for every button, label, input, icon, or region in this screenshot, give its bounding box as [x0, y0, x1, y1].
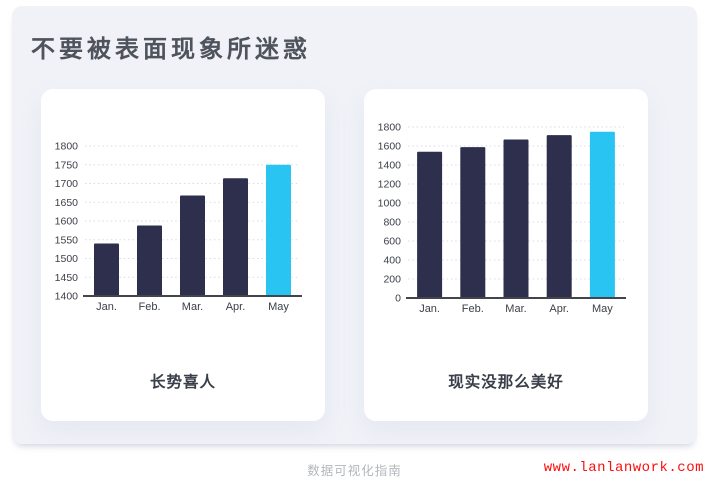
- svg-text:Feb.: Feb.: [138, 301, 160, 313]
- svg-text:600: 600: [383, 236, 401, 248]
- svg-text:1750: 1750: [55, 159, 79, 171]
- chart-card-growth: 1400 1450 1500 1550 1600 1650 1700 1750 1800 Jan.…: [41, 89, 325, 421]
- svg-text:1650: 1650: [55, 197, 79, 209]
- page-title: 不要被表面现象所迷惑: [31, 36, 311, 64]
- svg-text:Jan.: Jan.: [96, 301, 117, 313]
- svg-text:400: 400: [383, 255, 401, 267]
- svg-text:1550: 1550: [55, 234, 79, 246]
- chart-card-reality: 0 200 400 600 800 1000 1200 1400 1600 1800 Jan. Feb…: [364, 89, 648, 421]
- svg-text:Feb.: Feb.: [462, 303, 484, 315]
- svg-text:Mar.: Mar.: [505, 303, 526, 315]
- bar-chart-full-axis: 0 200 400 600 800 1000 1200 1400 1600 1800 Jan. Feb…: [378, 122, 626, 315]
- svg-text:1800: 1800: [378, 122, 402, 134]
- svg-text:1700: 1700: [55, 178, 79, 190]
- svg-text:1000: 1000: [378, 198, 402, 210]
- svg-text:800: 800: [383, 217, 401, 229]
- svg-text:1400: 1400: [378, 160, 402, 172]
- svg-text:Apr.: Apr.: [549, 303, 569, 315]
- svg-text:0: 0: [395, 293, 401, 305]
- svg-text:1600: 1600: [55, 216, 79, 228]
- svg-text:Apr.: Apr.: [226, 301, 246, 313]
- svg-text:May: May: [592, 303, 613, 315]
- svg-text:1200: 1200: [378, 179, 402, 191]
- chart-caption-growth: 长势喜人: [149, 374, 216, 391]
- svg-text:May: May: [268, 301, 289, 313]
- footer-caption: 数据可视化指南: [307, 464, 402, 478]
- chart-caption-reality: 现实没那么美好: [448, 374, 564, 391]
- footer-watermark-url: www.lanlanwork.com: [543, 460, 704, 476]
- svg-text:1500: 1500: [55, 253, 79, 265]
- svg-text:Mar.: Mar.: [182, 301, 203, 313]
- svg-text:1450: 1450: [55, 272, 79, 284]
- svg-text:1800: 1800: [55, 141, 79, 153]
- svg-text:Jan.: Jan.: [419, 303, 440, 315]
- svg-text:1400: 1400: [55, 291, 79, 303]
- svg-text:1600: 1600: [378, 141, 402, 153]
- svg-text:200: 200: [383, 274, 401, 286]
- bar-chart-truncated-axis: 1400 1450 1500 1550 1600 1650 1700 1750 1800 Jan.…: [55, 141, 302, 313]
